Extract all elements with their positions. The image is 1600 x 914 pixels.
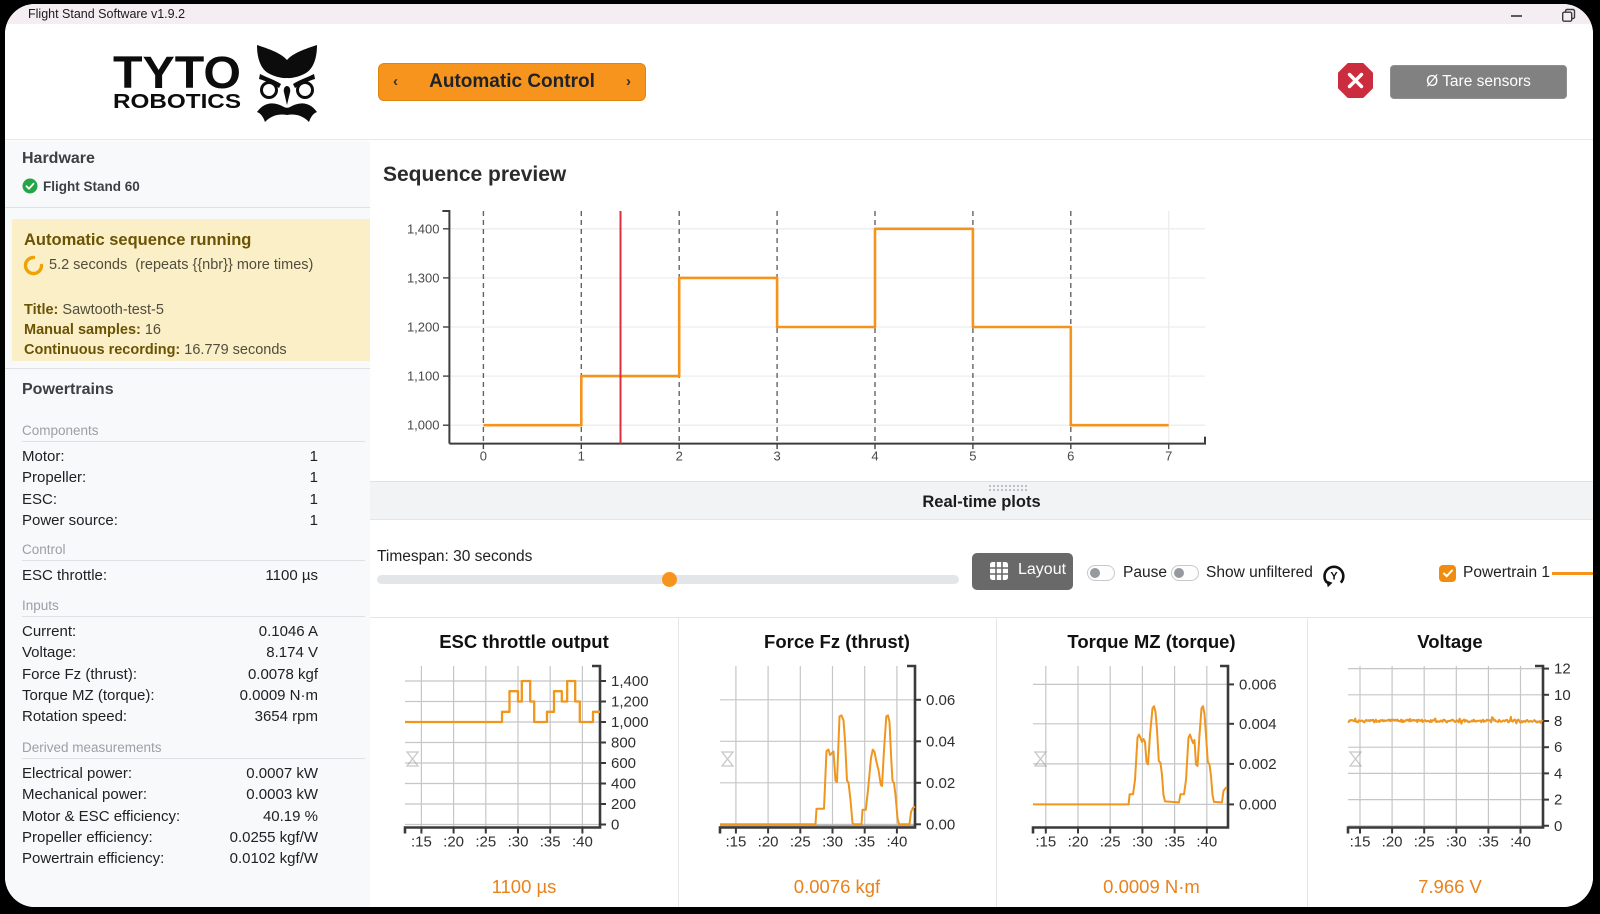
svg-text:2: 2 xyxy=(676,449,683,464)
svg-text::25: :25 xyxy=(1100,834,1121,851)
svg-text::30: :30 xyxy=(1132,834,1153,851)
svg-text::20: :20 xyxy=(758,834,779,851)
svg-text::25: :25 xyxy=(790,834,811,851)
svg-text:800: 800 xyxy=(611,735,636,752)
svg-text:3: 3 xyxy=(773,449,780,464)
svg-text::35: :35 xyxy=(854,834,875,851)
svg-text::35: :35 xyxy=(540,834,561,851)
svg-text:2: 2 xyxy=(1554,792,1562,809)
svg-text:0.000: 0.000 xyxy=(1239,796,1277,813)
svg-text:0.02: 0.02 xyxy=(926,775,955,792)
svg-text::15: :15 xyxy=(1350,834,1371,851)
svg-text:1,000: 1,000 xyxy=(611,714,649,731)
svg-text:0: 0 xyxy=(1554,818,1562,835)
svg-text::30: :30 xyxy=(1446,834,1467,851)
svg-text::20: :20 xyxy=(1068,834,1089,851)
svg-text:7: 7 xyxy=(1165,449,1172,464)
svg-text:0.04: 0.04 xyxy=(926,733,955,750)
svg-text:600: 600 xyxy=(611,755,636,772)
svg-text::20: :20 xyxy=(1382,834,1403,851)
svg-text:12: 12 xyxy=(1554,661,1571,678)
svg-text:4: 4 xyxy=(871,449,878,464)
svg-text:0.06: 0.06 xyxy=(926,692,955,709)
svg-text:1: 1 xyxy=(578,449,585,464)
svg-text:1,400: 1,400 xyxy=(611,673,649,690)
svg-text:Y: Y xyxy=(1330,571,1338,583)
svg-text:1,300: 1,300 xyxy=(407,270,440,285)
svg-text::15: :15 xyxy=(725,834,746,851)
svg-text:200: 200 xyxy=(611,796,636,813)
svg-text:10: 10 xyxy=(1554,687,1571,704)
svg-text:8: 8 xyxy=(1554,713,1562,730)
svg-text::35: :35 xyxy=(1164,834,1185,851)
svg-text:1,100: 1,100 xyxy=(407,369,440,384)
svg-text:0.00: 0.00 xyxy=(926,816,955,833)
svg-text:1,200: 1,200 xyxy=(611,694,649,711)
svg-text:0: 0 xyxy=(611,817,619,834)
svg-text::25: :25 xyxy=(1414,834,1435,851)
svg-text:4: 4 xyxy=(1554,765,1562,782)
svg-text:1,000: 1,000 xyxy=(407,418,440,433)
svg-text:0.004: 0.004 xyxy=(1239,716,1277,733)
svg-text:6: 6 xyxy=(1067,449,1074,464)
svg-text::30: :30 xyxy=(508,834,529,851)
svg-text::40: :40 xyxy=(1510,834,1531,851)
svg-text::30: :30 xyxy=(822,834,843,851)
svg-text:0.002: 0.002 xyxy=(1239,756,1277,773)
svg-text:5: 5 xyxy=(969,449,976,464)
svg-text:1,200: 1,200 xyxy=(407,320,440,335)
svg-text::40: :40 xyxy=(1196,834,1217,851)
svg-text::35: :35 xyxy=(1478,834,1499,851)
svg-text:0: 0 xyxy=(480,449,487,464)
svg-text:TYTO: TYTO xyxy=(113,47,241,98)
svg-text:6: 6 xyxy=(1554,739,1562,756)
svg-text:ROBOTICS: ROBOTICS xyxy=(113,90,241,113)
svg-text::20: :20 xyxy=(443,834,464,851)
svg-text::15: :15 xyxy=(1035,834,1056,851)
svg-text:1,400: 1,400 xyxy=(407,221,440,236)
svg-text::15: :15 xyxy=(411,834,432,851)
svg-text::40: :40 xyxy=(572,834,593,851)
svg-text::40: :40 xyxy=(886,834,907,851)
svg-text::25: :25 xyxy=(475,834,496,851)
svg-text:400: 400 xyxy=(611,776,636,793)
svg-text:0.006: 0.006 xyxy=(1239,676,1277,693)
